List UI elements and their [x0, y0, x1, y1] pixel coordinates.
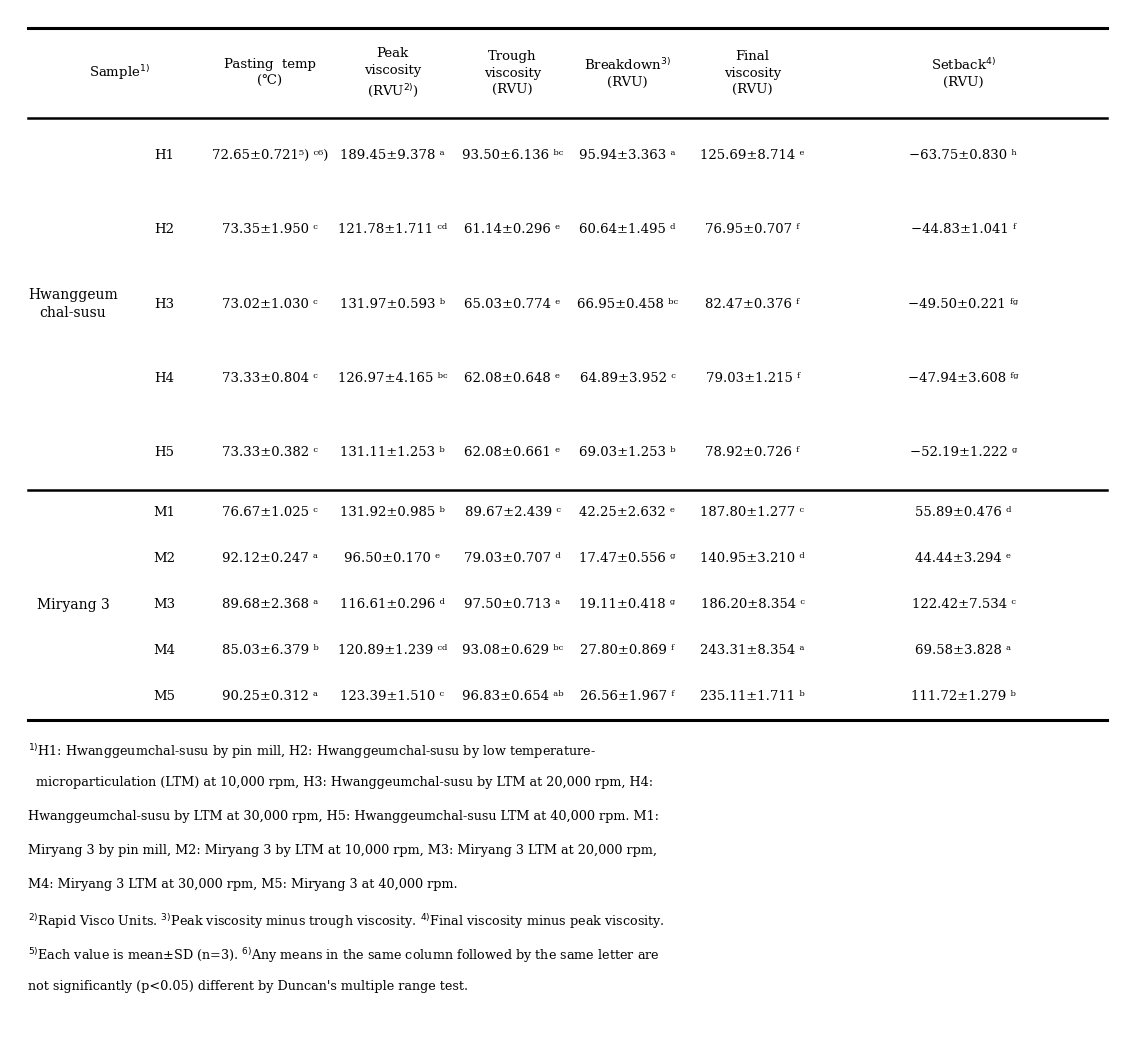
- Text: M4: M4: [153, 644, 175, 658]
- Text: 96.50±0.170 ᵉ: 96.50±0.170 ᵉ: [344, 552, 440, 566]
- Text: 116.61±0.296 ᵈ: 116.61±0.296 ᵈ: [340, 598, 445, 612]
- Text: Final
viscosity
(RVU): Final viscosity (RVU): [724, 50, 781, 96]
- Text: Miryang 3 by pin mill, M2: Miryang 3 by LTM at 10,000 rpm, M3: Miryang 3 LTM at : Miryang 3 by pin mill, M2: Miryang 3 by …: [28, 844, 657, 857]
- Text: Setback$^{4)}$
(RVU): Setback$^{4)}$ (RVU): [931, 56, 995, 89]
- Text: 96.83±0.654 ᵃᵇ: 96.83±0.654 ᵃᵇ: [462, 690, 563, 704]
- Text: 17.47±0.556 ᵍ: 17.47±0.556 ᵍ: [579, 552, 675, 566]
- Text: 26.56±1.967 ᶠ: 26.56±1.967 ᶠ: [580, 690, 674, 704]
- Text: 122.42±7.534 ᶜ: 122.42±7.534 ᶜ: [911, 598, 1016, 612]
- Text: 65.03±0.774 ᵉ: 65.03±0.774 ᵉ: [464, 298, 561, 310]
- Text: 64.89±3.952 ᶜ: 64.89±3.952 ᶜ: [580, 372, 675, 385]
- Text: 27.80±0.869 ᶠ: 27.80±0.869 ᶠ: [580, 644, 674, 658]
- Text: 62.08±0.648 ᵉ: 62.08±0.648 ᵉ: [464, 372, 561, 385]
- Text: 73.33±0.382 ᶜ: 73.33±0.382 ᶜ: [222, 446, 318, 459]
- Text: 235.11±1.711 ᵇ: 235.11±1.711 ᵇ: [700, 690, 805, 704]
- Text: 131.97±0.593 ᵇ: 131.97±0.593 ᵇ: [340, 298, 445, 310]
- Text: H3: H3: [154, 298, 174, 310]
- Text: 69.03±1.253 ᵇ: 69.03±1.253 ᵇ: [579, 446, 675, 459]
- Text: 66.95±0.458 ᵇᶜ: 66.95±0.458 ᵇᶜ: [577, 298, 678, 310]
- Text: microparticulation (LTM) at 10,000 rpm, H3: Hwanggeumchal-susu by LTM at 20,000 : microparticulation (LTM) at 10,000 rpm, …: [28, 776, 653, 789]
- Text: 131.11±1.253 ᵇ: 131.11±1.253 ᵇ: [340, 446, 445, 459]
- Text: 82.47±0.376 ᶠ: 82.47±0.376 ᶠ: [706, 298, 799, 310]
- Text: not significantly (p<0.05) different by Duncan's multiple range test.: not significantly (p<0.05) different by …: [28, 980, 468, 993]
- Text: 140.95±3.210 ᵈ: 140.95±3.210 ᵈ: [700, 552, 805, 566]
- Text: 111.72±1.279 ᵇ: 111.72±1.279 ᵇ: [911, 690, 1016, 704]
- Text: 78.92±0.726 ᶠ: 78.92±0.726 ᶠ: [706, 446, 799, 459]
- Text: 42.25±2.632 ᵉ: 42.25±2.632 ᵉ: [580, 506, 675, 520]
- Text: H2: H2: [154, 223, 174, 236]
- Text: H4: H4: [154, 372, 174, 385]
- Text: 79.03±1.215 ᶠ: 79.03±1.215 ᶠ: [706, 372, 799, 385]
- Text: 92.12±0.247 ᵃ: 92.12±0.247 ᵃ: [222, 552, 318, 566]
- Text: 44.44±3.294 ᵉ: 44.44±3.294 ᵉ: [916, 552, 1011, 566]
- Text: $^{2)}$Rapid Visco Units. $^{3)}$Peak viscosity minus trough viscosity. $^{4)}$F: $^{2)}$Rapid Visco Units. $^{3)}$Peak vi…: [28, 912, 665, 931]
- Text: 76.67±1.025 ᶜ: 76.67±1.025 ᶜ: [222, 506, 318, 520]
- Text: Pasting  temp
(℃): Pasting temp (℃): [224, 58, 316, 88]
- Text: 93.08±0.629 ᵇᶜ: 93.08±0.629 ᵇᶜ: [462, 644, 563, 658]
- Text: 89.68±2.368 ᵃ: 89.68±2.368 ᵃ: [221, 598, 318, 612]
- Text: Hwanggeum
chal-susu: Hwanggeum chal-susu: [28, 288, 118, 319]
- Text: 186.20±8.354 ᶜ: 186.20±8.354 ᶜ: [700, 598, 805, 612]
- Text: 126.97±4.165 ᵇᶜ: 126.97±4.165 ᵇᶜ: [338, 372, 447, 385]
- Text: −47.94±3.608 ᶠᵍ: −47.94±3.608 ᶠᵍ: [908, 372, 1019, 385]
- Text: 125.69±8.714 ᵉ: 125.69±8.714 ᵉ: [700, 148, 805, 162]
- Text: M1: M1: [153, 506, 175, 520]
- Text: 243.31±8.354 ᵃ: 243.31±8.354 ᵃ: [700, 644, 805, 658]
- Text: $^{5)}$Each value is mean$\pm$SD (n=3). $^{6)}$Any means in the same column foll: $^{5)}$Each value is mean$\pm$SD (n=3). …: [28, 946, 659, 965]
- Text: 69.58±3.828 ᵃ: 69.58±3.828 ᵃ: [916, 644, 1011, 658]
- Text: −52.19±1.222 ᵍ: −52.19±1.222 ᵍ: [910, 446, 1017, 459]
- Text: Miryang 3: Miryang 3: [36, 598, 109, 612]
- Text: M2: M2: [153, 552, 175, 566]
- Text: 76.95±0.707 ᶠ: 76.95±0.707 ᶠ: [705, 223, 800, 236]
- Text: −49.50±0.221 ᶠᵍ: −49.50±0.221 ᶠᵍ: [908, 298, 1018, 310]
- Text: −44.83±1.041 ᶠ: −44.83±1.041 ᶠ: [911, 223, 1016, 236]
- Text: 95.94±3.363 ᵃ: 95.94±3.363 ᵃ: [579, 148, 675, 162]
- Text: 73.02±1.030 ᶜ: 73.02±1.030 ᶜ: [222, 298, 318, 310]
- Text: 19.11±0.418 ᵍ: 19.11±0.418 ᵍ: [580, 598, 675, 612]
- Text: 73.33±0.804 ᶜ: 73.33±0.804 ᶜ: [222, 372, 318, 385]
- Text: M4: Miryang 3 LTM at 30,000 rpm, M5: Miryang 3 at 40,000 rpm.: M4: Miryang 3 LTM at 30,000 rpm, M5: Mir…: [28, 878, 457, 891]
- Text: Breakdown$^{3)}$
(RVU): Breakdown$^{3)}$ (RVU): [585, 56, 671, 89]
- Text: 131.92±0.985 ᵇ: 131.92±0.985 ᵇ: [340, 506, 445, 520]
- Text: H5: H5: [154, 446, 174, 459]
- Text: 93.50±6.136 ᵇᶜ: 93.50±6.136 ᵇᶜ: [462, 148, 563, 162]
- Text: 72.65±0.721⁵) ᶜ⁶): 72.65±0.721⁵) ᶜ⁶): [212, 148, 328, 162]
- Text: 120.89±1.239 ᶜᵈ: 120.89±1.239 ᶜᵈ: [338, 644, 447, 658]
- Text: 60.64±1.495 ᵈ: 60.64±1.495 ᵈ: [579, 223, 675, 236]
- Text: 79.03±0.707 ᵈ: 79.03±0.707 ᵈ: [464, 552, 561, 566]
- Text: 123.39±1.510 ᶜ: 123.39±1.510 ᶜ: [340, 690, 445, 704]
- Text: 85.03±6.379 ᵇ: 85.03±6.379 ᵇ: [221, 644, 319, 658]
- Text: Trough
viscosity
(RVU): Trough viscosity (RVU): [484, 50, 541, 96]
- Text: 187.80±1.277 ᶜ: 187.80±1.277 ᶜ: [700, 506, 805, 520]
- Text: 61.14±0.296 ᵉ: 61.14±0.296 ᵉ: [464, 223, 561, 236]
- Text: 55.89±0.476 ᵈ: 55.89±0.476 ᵈ: [915, 506, 1011, 520]
- Text: Sample$^{1)}$: Sample$^{1)}$: [89, 64, 150, 82]
- Text: 97.50±0.713 ᵃ: 97.50±0.713 ᵃ: [464, 598, 561, 612]
- Text: Peak
viscosity
(RVU$^{2)}$): Peak viscosity (RVU$^{2)}$): [364, 47, 421, 98]
- Text: 121.78±1.711 ᶜᵈ: 121.78±1.711 ᶜᵈ: [338, 223, 447, 236]
- Text: 89.67±2.439 ᶜ: 89.67±2.439 ᶜ: [464, 506, 561, 520]
- Text: −63.75±0.830 ʰ: −63.75±0.830 ʰ: [909, 148, 1018, 162]
- Text: 62.08±0.661 ᵉ: 62.08±0.661 ᵉ: [464, 446, 561, 459]
- Text: M3: M3: [153, 598, 175, 612]
- Text: 189.45±9.378 ᵃ: 189.45±9.378 ᵃ: [340, 148, 445, 162]
- Text: Hwanggeumchal-susu by LTM at 30,000 rpm, H5: Hwanggeumchal-susu LTM at 40,000 rp: Hwanggeumchal-susu by LTM at 30,000 rpm,…: [28, 810, 659, 823]
- Text: 90.25±0.312 ᵃ: 90.25±0.312 ᵃ: [222, 690, 318, 704]
- Text: $^{1)}$H1: Hwanggeumchal-susu by pin mill, H2: Hwanggeumchal-susu by low tempera: $^{1)}$H1: Hwanggeumchal-susu by pin mil…: [28, 742, 596, 761]
- Text: 73.35±1.950 ᶜ: 73.35±1.950 ᶜ: [222, 223, 318, 236]
- Text: H1: H1: [154, 148, 174, 162]
- Text: M5: M5: [153, 690, 175, 704]
